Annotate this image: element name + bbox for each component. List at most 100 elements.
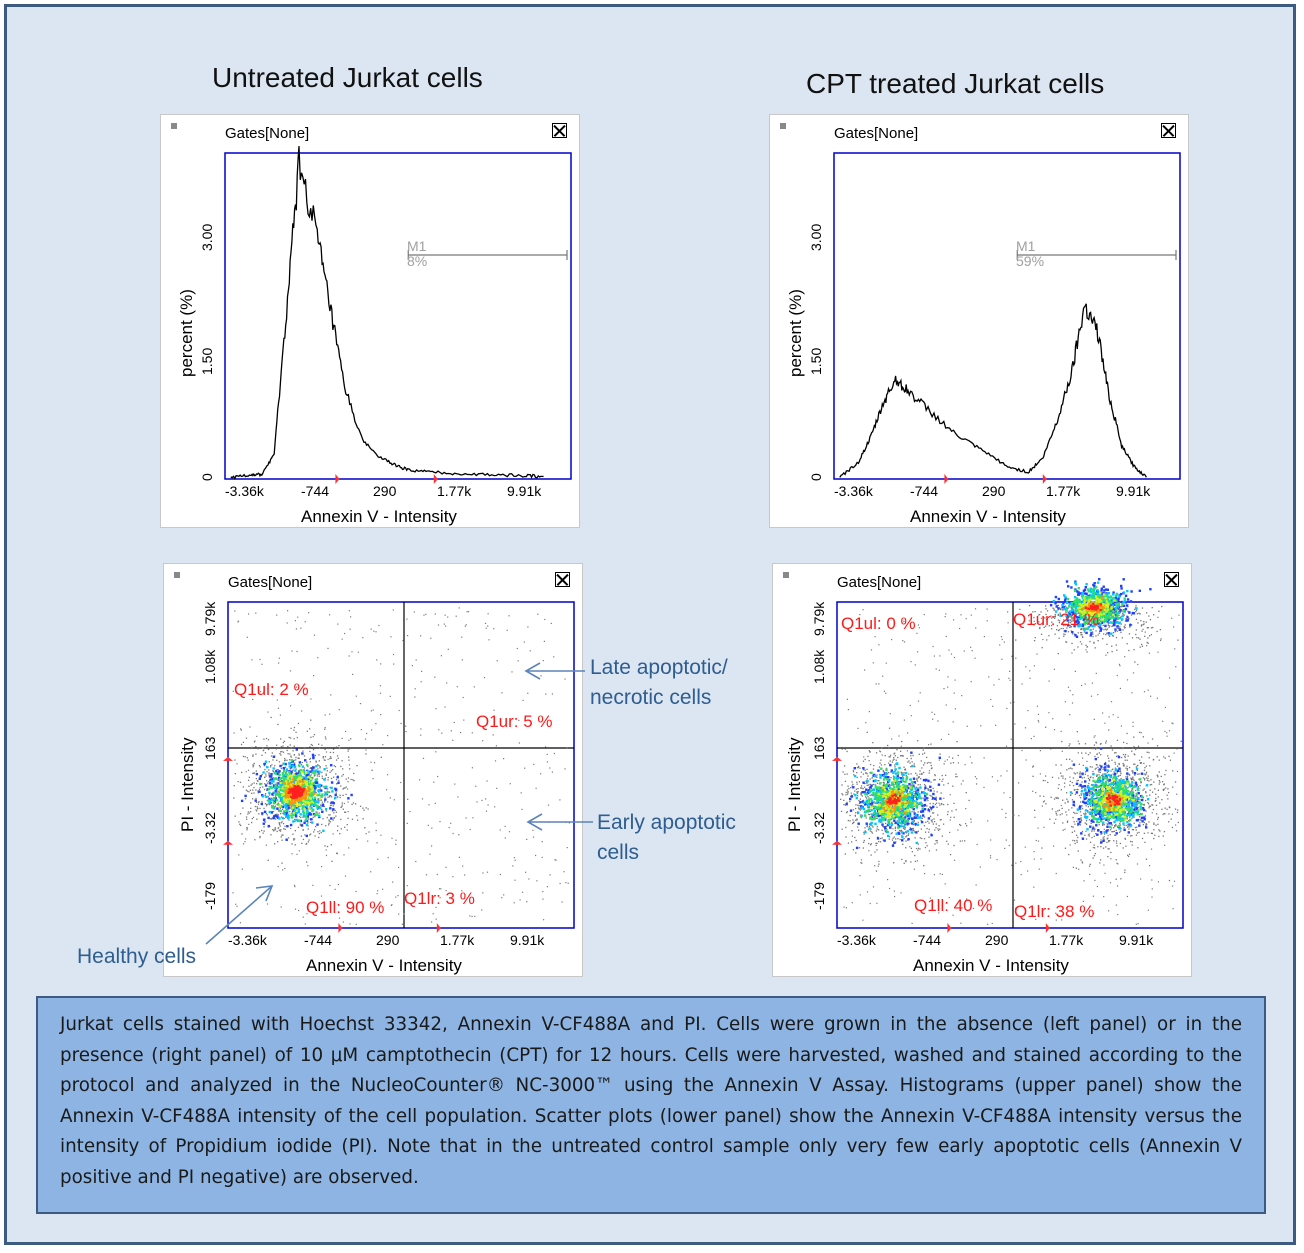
scatter-point xyxy=(1032,790,1034,792)
scatter-point xyxy=(1055,912,1057,914)
scatter-point xyxy=(400,722,402,725)
scatter-point xyxy=(367,840,369,842)
close-icon[interactable] xyxy=(555,572,570,587)
scatter-density-point xyxy=(308,813,311,816)
scatter-point xyxy=(252,816,255,818)
scatter-density-point xyxy=(290,790,293,793)
scatter-density-point xyxy=(910,786,914,790)
scatter-density-point xyxy=(896,811,899,814)
close-icon[interactable] xyxy=(1161,123,1176,138)
scatter-point xyxy=(252,764,255,766)
scatter-point xyxy=(875,842,877,844)
scatter-point xyxy=(970,821,972,823)
scatter-density-point xyxy=(887,776,890,779)
scatter-density-point xyxy=(270,798,273,802)
scatter-density-point xyxy=(299,819,303,823)
scatter-point xyxy=(276,814,278,816)
scatter-point xyxy=(316,811,318,813)
scatter-point xyxy=(1041,805,1043,807)
close-icon[interactable] xyxy=(1164,572,1179,587)
scatter-point xyxy=(370,628,372,630)
scatter-density-point xyxy=(300,776,303,780)
scatter-density-point xyxy=(278,796,282,799)
scatter-point xyxy=(870,854,872,856)
m1-marker-label: M1 8% xyxy=(407,239,427,269)
scatter-point xyxy=(866,826,868,828)
close-icon[interactable] xyxy=(552,123,567,138)
scatter-density-point xyxy=(870,771,873,774)
scatter-density-point xyxy=(309,770,312,773)
scatter-point xyxy=(275,813,277,816)
scatter-point xyxy=(1115,825,1117,827)
scatter-point xyxy=(894,822,896,825)
scatter-point xyxy=(520,792,522,794)
scatter-point xyxy=(261,801,263,803)
scatter-point xyxy=(912,802,914,804)
scatter-point xyxy=(946,813,949,816)
scatter-point xyxy=(899,830,902,832)
scatter-point xyxy=(486,871,489,873)
scatter-point xyxy=(535,854,537,857)
scatter-point xyxy=(868,850,870,852)
panel-handle-icon[interactable] xyxy=(780,123,786,129)
scatter-point xyxy=(1119,665,1121,667)
scatter-point xyxy=(266,803,268,806)
scatter-point xyxy=(898,784,900,787)
panel-handle-icon[interactable] xyxy=(171,123,177,129)
scatter-point xyxy=(252,755,254,757)
scatter-point xyxy=(303,769,306,771)
panel-handle-icon[interactable] xyxy=(174,572,180,578)
scatter-point xyxy=(411,665,413,667)
scatter-density-point xyxy=(925,797,928,800)
scatter-point xyxy=(350,616,352,618)
scatter-density-point xyxy=(283,797,286,800)
scatter-point xyxy=(874,636,876,638)
scatter-point xyxy=(900,892,902,894)
scatter-density-point xyxy=(313,772,316,775)
scatter-point xyxy=(445,625,447,627)
scatter-point xyxy=(343,802,345,805)
scatter-point xyxy=(372,709,374,711)
scatter-point xyxy=(860,816,862,819)
scatter-point xyxy=(1060,772,1062,774)
scatter-point xyxy=(392,881,394,883)
panel-handle-icon[interactable] xyxy=(783,572,789,578)
scatter-point xyxy=(926,845,928,847)
scatter-density-point xyxy=(282,781,286,785)
scatter-point xyxy=(1069,714,1071,716)
scatter-density-point xyxy=(872,774,875,777)
scatter-point xyxy=(867,829,870,831)
scatter-point xyxy=(883,826,885,828)
scatter-density-point xyxy=(279,781,282,784)
scatter-point xyxy=(936,840,938,842)
scatter-point xyxy=(900,829,903,832)
scatter-density-point xyxy=(289,774,292,777)
scatter-density-point xyxy=(301,765,305,768)
scatter-density-point xyxy=(278,817,281,820)
scatter-point xyxy=(499,873,501,876)
scatter-point xyxy=(843,906,845,908)
scatter-point xyxy=(342,768,344,770)
scatter-point xyxy=(869,830,871,832)
scatter-point xyxy=(473,686,475,688)
scatter-point xyxy=(905,860,907,862)
scatter-point xyxy=(911,851,913,853)
scatter-point xyxy=(382,744,384,746)
scatter-point xyxy=(340,818,342,821)
scatter-point xyxy=(917,843,919,845)
scatter-density-point xyxy=(294,788,297,791)
scatter-point xyxy=(246,790,249,792)
scatter-point xyxy=(1103,896,1105,898)
scatter-point xyxy=(448,826,450,829)
scatter-density-point xyxy=(273,791,276,795)
scatter-point xyxy=(919,815,922,817)
scatter-point xyxy=(290,756,292,758)
scatter-density-point xyxy=(284,762,287,766)
scatter-density-point xyxy=(321,810,324,813)
scatter-point xyxy=(974,776,976,778)
scatter-point xyxy=(953,802,955,804)
scatter-point xyxy=(880,764,883,766)
scatter-point xyxy=(864,769,866,771)
scatter-density-point xyxy=(323,778,326,781)
scatter-density-point xyxy=(899,777,903,780)
